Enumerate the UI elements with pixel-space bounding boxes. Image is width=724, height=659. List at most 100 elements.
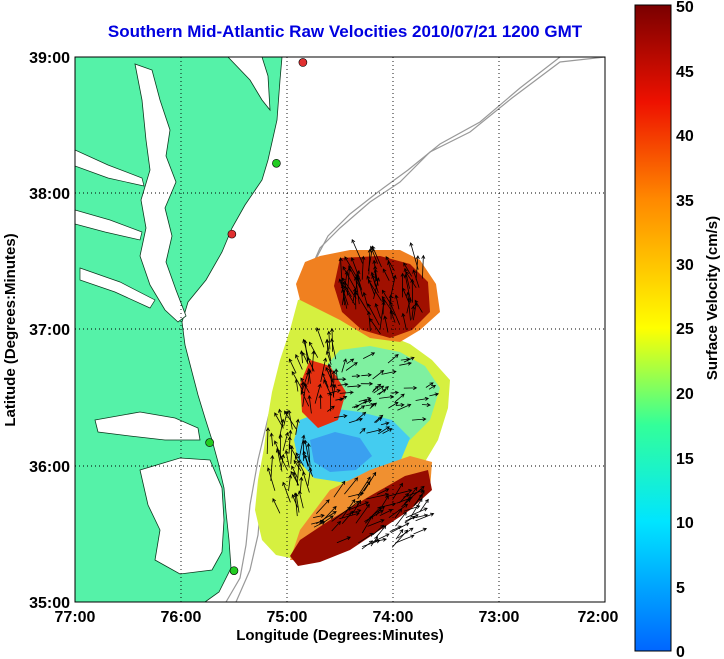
velocity-arrow: [331, 370, 336, 383]
velocity-arrow: [366, 492, 390, 500]
velocity-arrow: [390, 390, 400, 395]
velocity-arrow: [376, 488, 390, 495]
x-tick-label: 73:00: [479, 609, 520, 626]
velocity-arrow: [309, 341, 319, 358]
velocity-arrow: [288, 358, 297, 374]
station-marker: [298, 58, 308, 67]
velocity-arrow: [397, 403, 412, 411]
velocity-arrow: [341, 498, 356, 519]
velocity-arrow: [373, 277, 380, 300]
velocity-arrow: [348, 491, 365, 498]
velocity-arrow: [388, 488, 413, 497]
velocity-arrow: [303, 439, 310, 463]
colorbar-tick-label: 20: [676, 386, 694, 403]
velocity-arrow: [375, 525, 387, 538]
velocity-arrow: [351, 238, 363, 264]
velocity-arrow: [372, 533, 390, 543]
velocity-arrow: [377, 426, 390, 435]
velocity-arrow: [414, 299, 423, 313]
station-marker: [227, 229, 237, 239]
colorbar-tick-label: 35: [676, 193, 694, 210]
velocity-arrow: [360, 381, 374, 386]
velocity-arrow: [347, 383, 362, 389]
y-tick-label: 35:00: [29, 595, 70, 612]
axes-frame: [74, 56, 606, 603]
velocity-arrow: [327, 363, 335, 388]
chesapeake-bay: [134, 63, 187, 323]
velocity-arrow: [379, 394, 395, 399]
velocity-arrow: [272, 498, 281, 514]
velocity-arrow: [265, 427, 270, 455]
velocity-arrow: [405, 271, 417, 289]
velocity-arrow: [266, 467, 276, 491]
velocity-arrow: [373, 385, 385, 394]
station-marker: [272, 158, 281, 168]
velocity-arrow: [316, 327, 325, 348]
velocity-arrow: [405, 507, 428, 518]
colorbar-tick-label: 40: [676, 128, 694, 145]
land-mass: [75, 57, 283, 602]
velocity-arrow: [366, 275, 376, 296]
velocity-arrow: [320, 357, 328, 382]
velocity-arrow: [382, 502, 397, 507]
velocity-arrow: [373, 265, 378, 282]
velocity-arrow: [302, 471, 310, 493]
velocity-arrow: [380, 421, 390, 426]
velocity-arrow: [403, 486, 418, 505]
velocity-arrow: [295, 418, 300, 435]
colorbar-tick-label: 5: [676, 580, 685, 597]
x-tick-label: 74:00: [373, 609, 414, 626]
velocity-arrow: [363, 471, 377, 492]
velocity-arrow: [379, 301, 386, 330]
velocity-arrow: [273, 440, 283, 460]
velocity-arrow: [274, 412, 284, 428]
velocity-arrow: [388, 503, 409, 519]
velocity-arrow: [290, 470, 300, 486]
velocity-arrow: [336, 536, 351, 544]
velocity-arrow: [378, 386, 389, 395]
velocity-arrow: [330, 338, 337, 360]
velocity-arrow: [409, 513, 429, 520]
y-tick-label: 37:00: [29, 322, 70, 339]
colorbar: [634, 4, 672, 652]
velocity-arrow: [297, 490, 304, 509]
velocity-arrow: [278, 418, 285, 439]
velocity-arrow: [341, 358, 347, 373]
station-marker: [229, 566, 239, 575]
velocity-arrow: [415, 396, 430, 401]
velocity-arrow: [321, 372, 329, 388]
velocity-arrow: [389, 301, 401, 325]
colorbar-tick-labels: 0 5 10 15 20 25 30 35 40 45 50: [676, 0, 694, 659]
x-tick-label: 76:00: [161, 609, 202, 626]
velocity-arrow: [282, 431, 289, 451]
velocity-arrow: [383, 315, 389, 333]
velocity-arrow: [325, 350, 332, 365]
velocity-arrow: [326, 330, 331, 350]
velocity-arrow: [346, 358, 355, 365]
velocity-arrow: [334, 368, 339, 381]
velocity-arrow: [338, 257, 343, 284]
velocity-arrow: [325, 339, 332, 362]
velocity-arrow: [367, 248, 372, 275]
velocity-arrow: [293, 459, 302, 472]
velocity-arrow: [269, 432, 274, 447]
velocity-arrow: [332, 377, 347, 382]
velocity-arrow: [278, 408, 284, 429]
x-tick-labels: 77:00 76:00 75:00 74:00 73:00 72:00: [55, 609, 619, 626]
velocity-arrow: [332, 383, 337, 397]
velocity-arrow: [291, 494, 298, 508]
velocity-arrow: [413, 493, 423, 507]
velocity-arrow: [331, 520, 342, 532]
y-axis-label: Latitude (Degrees:Minutes): [2, 233, 19, 426]
velocity-arrow: [401, 312, 407, 330]
delaware-bay: [227, 57, 271, 112]
velocity-arrow: [395, 403, 405, 408]
colorbar-tick-label: 50: [676, 0, 694, 16]
velocity-arrow: [394, 534, 415, 544]
velocity-arrow: [284, 410, 297, 430]
velocity-arrow: [295, 452, 304, 466]
velocity-arrow: [313, 521, 326, 528]
velocity-arrow: [349, 501, 370, 510]
velocity-arrow: [372, 383, 382, 391]
